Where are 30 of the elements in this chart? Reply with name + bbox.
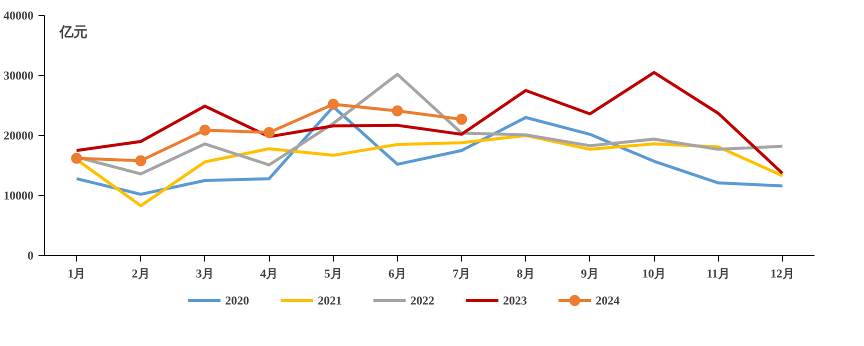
x-tick-label: 1月 xyxy=(68,266,86,280)
point xyxy=(199,124,210,136)
x-tick-label: 7月 xyxy=(452,266,471,280)
y-axis-title: 亿元 xyxy=(58,24,88,40)
x-tick-label: 11月 xyxy=(706,266,730,280)
x-tick-label: 8月 xyxy=(516,266,535,280)
x-tick-label: 5月 xyxy=(324,266,342,280)
point xyxy=(392,105,403,116)
x-tick-label: 10月 xyxy=(642,266,666,280)
y-tick-label: 0 xyxy=(28,248,34,262)
y-tick-label: 40000 xyxy=(4,8,34,22)
y-tick-label: 10000 xyxy=(4,188,34,202)
legend-label: 2022 xyxy=(410,294,434,308)
point xyxy=(456,114,468,125)
y-tick-label: 20000 xyxy=(4,128,34,142)
point xyxy=(328,98,339,110)
x-tick-label: 4月 xyxy=(260,266,278,280)
point xyxy=(264,127,275,138)
point xyxy=(135,155,146,166)
point xyxy=(71,152,82,164)
legend-label: 2024 xyxy=(596,294,620,308)
x-tick-label: 9月 xyxy=(580,266,599,280)
y-tick-label: 30000 xyxy=(4,68,34,82)
x-tick-label: 12月 xyxy=(770,266,794,280)
x-tick-label: 3月 xyxy=(196,266,214,280)
legend-label: 2023 xyxy=(502,294,527,308)
x-tick-label: 2月 xyxy=(132,266,150,280)
legend-label: 2021 xyxy=(318,294,342,308)
legend-label: 2020 xyxy=(225,294,250,308)
x-tick-label: 6月 xyxy=(388,266,406,280)
